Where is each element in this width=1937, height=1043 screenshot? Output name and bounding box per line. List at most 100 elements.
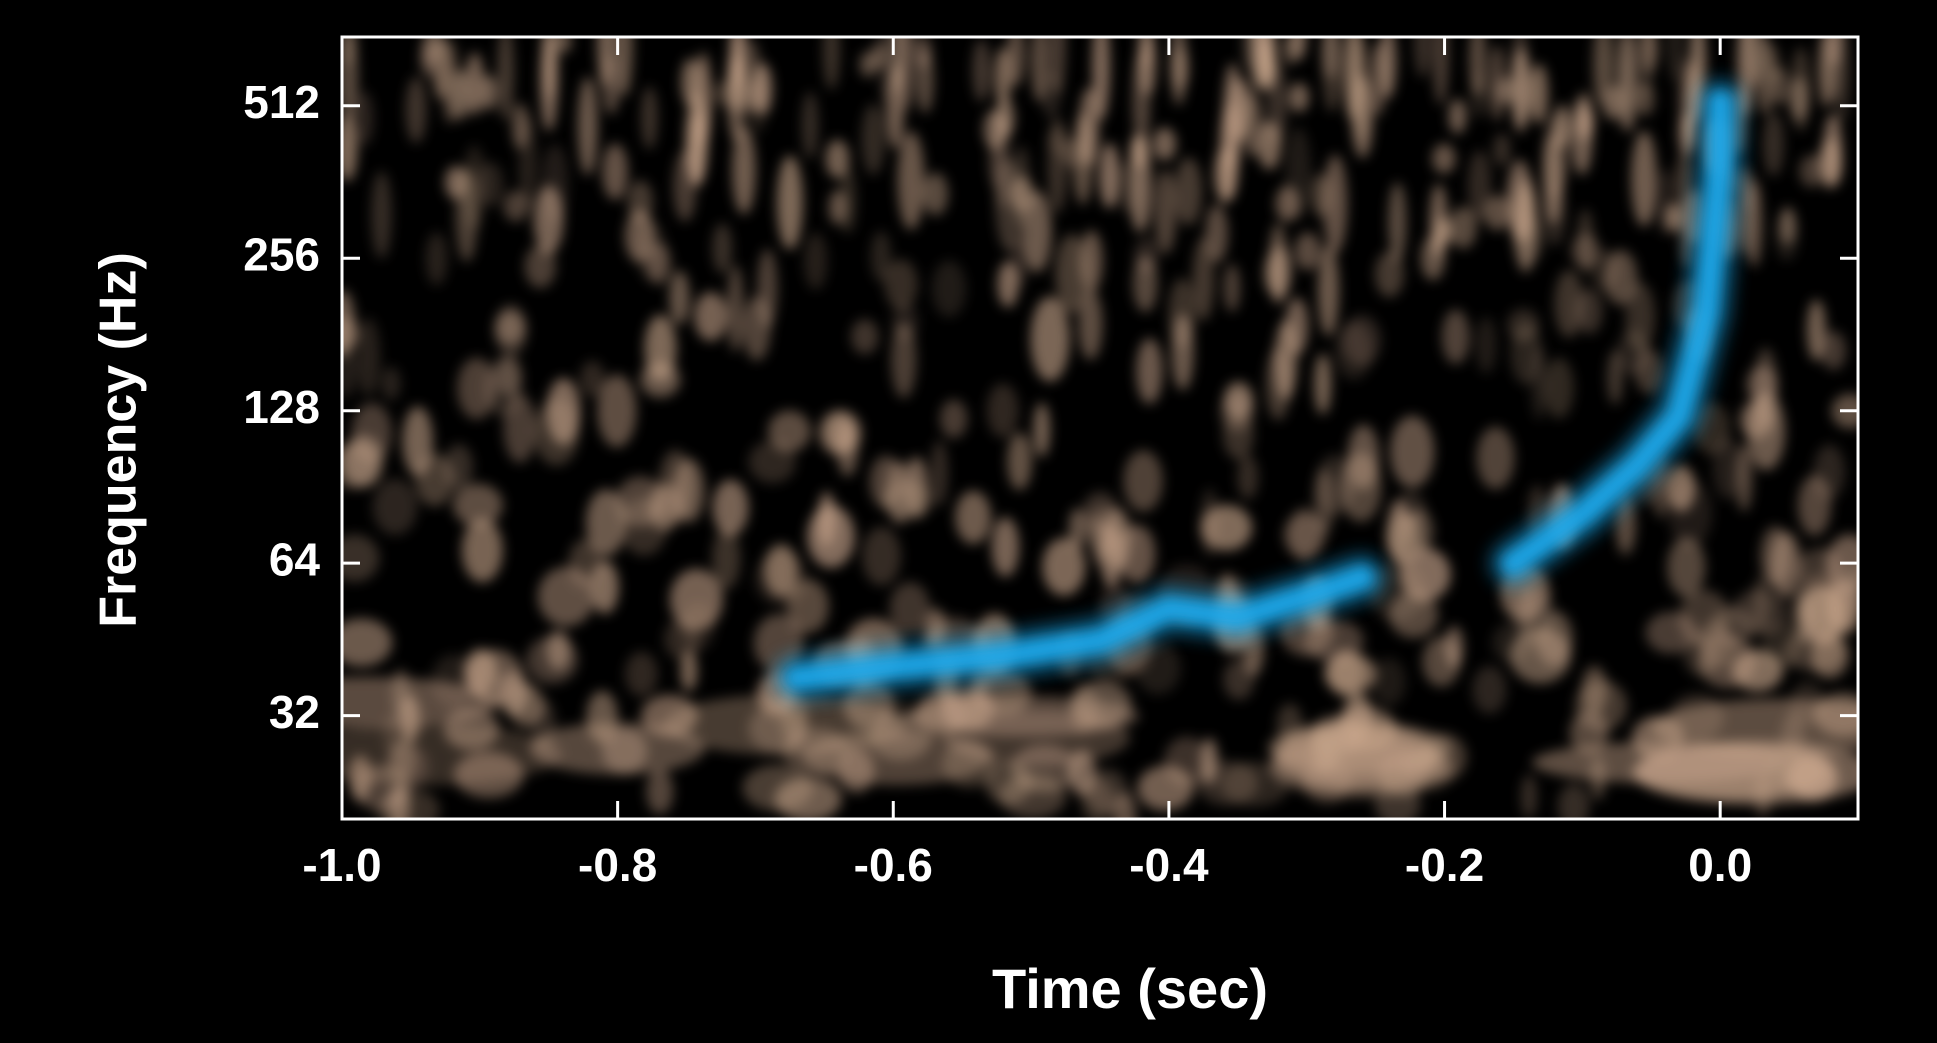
noise-blob: [646, 768, 674, 815]
noise-blob: [1092, 37, 1110, 121]
noise-blob: [1493, 133, 1511, 167]
noise-blob: [461, 518, 503, 583]
noise-blob: [462, 144, 487, 230]
noise-blob: [1520, 774, 1538, 819]
noise-blob: [402, 406, 433, 477]
noise-blob: [1009, 235, 1029, 288]
noise-blob: [1488, 44, 1506, 122]
noise-blob: [579, 360, 605, 398]
noise-blob: [1449, 206, 1477, 249]
noise-blob: [1390, 415, 1435, 488]
noise-blob: [1799, 154, 1824, 188]
noise-blob: [1281, 37, 1299, 65]
noise-blob: [372, 478, 418, 536]
noise-blob: [1031, 37, 1049, 103]
noise-blob: [777, 155, 803, 250]
noise-blob: [529, 722, 705, 775]
noise-blob: [1222, 411, 1254, 460]
signal-layer: [773, 79, 1744, 701]
noise-blob: [859, 51, 877, 78]
noise-blob: [577, 76, 598, 176]
noise-blob: [1820, 331, 1847, 371]
x-tick-label: -0.4: [1129, 839, 1209, 891]
noise-blob: [669, 270, 690, 325]
plot-frame: [340, 35, 1860, 821]
noise-blob: [1570, 234, 1601, 269]
noise-blob: [994, 47, 1012, 108]
noise-blob: [1268, 735, 1448, 798]
noise-blob: [801, 91, 819, 160]
noise-blob: [818, 409, 862, 456]
noise-blob: [1342, 314, 1382, 367]
noise-blob: [1762, 622, 1804, 669]
noise-blob: [624, 651, 658, 697]
noise-blob: [1712, 437, 1744, 500]
noise-blob: [1318, 245, 1339, 337]
noise-blob: [1739, 400, 1774, 439]
noise-blob: [1625, 282, 1656, 352]
noise-blob: [1667, 537, 1706, 598]
noise-blob: [1078, 288, 1103, 360]
noise-blob: [972, 39, 991, 102]
noise-blob: [518, 115, 537, 209]
noise-blob: [727, 264, 744, 353]
noise-blob: [712, 527, 741, 590]
noise-blob: [441, 40, 460, 125]
noise-blob: [1543, 115, 1568, 197]
noise-blob: [663, 694, 906, 755]
noise-blob: [1634, 348, 1664, 395]
noise-blob: [1192, 237, 1215, 321]
noise-blob: [497, 37, 514, 121]
noise-blob: [931, 260, 967, 318]
noise-blob: [381, 366, 401, 401]
noise-blob: [541, 143, 569, 223]
noise-blob: [425, 232, 448, 286]
noise-blob: [452, 483, 503, 527]
noise-blob: [1049, 37, 1066, 95]
x-tick-label: -1.0: [302, 839, 381, 891]
noise-blob: [861, 103, 885, 176]
noise-blob: [342, 618, 393, 667]
noise-blob: [1315, 454, 1355, 516]
noise-blob: [1274, 320, 1297, 401]
noise-blob: [342, 435, 384, 488]
noise-blob: [986, 383, 1019, 438]
noise-blob: [597, 374, 637, 448]
noise-blob: [1099, 142, 1120, 209]
noise-blob: [774, 777, 842, 819]
noise-blob: [1414, 37, 1431, 78]
noise-blob: [1746, 37, 1764, 86]
noise-blob: [342, 534, 380, 582]
noise-blob: [1554, 269, 1584, 338]
noise-blob: [1507, 308, 1540, 342]
noise-blob: [1645, 611, 1697, 654]
noise-blob: [1470, 71, 1488, 119]
noise-blob: [906, 695, 1140, 737]
noise-blob: [1388, 182, 1407, 262]
noise-blob: [465, 52, 485, 116]
noise-blob: [1033, 402, 1050, 458]
noise-blob: [1592, 37, 1610, 106]
noise-blob: [1806, 299, 1826, 361]
noise-blob: [1068, 508, 1086, 550]
noise-blob: [939, 399, 968, 439]
noise-blob: [851, 319, 879, 355]
noise-blob: [356, 317, 381, 397]
noise-blob: [1371, 657, 1406, 707]
noise-blob: [1224, 381, 1253, 419]
y-tick-label: 512: [243, 76, 320, 128]
noise-blob: [1138, 37, 1157, 96]
noise-blob: [1171, 313, 1194, 391]
noise-blob: [1289, 82, 1309, 113]
noise-blob: [694, 291, 728, 342]
noise-blob: [669, 568, 724, 631]
noise-blob: [1817, 37, 1835, 108]
noise-blob: [1294, 232, 1321, 271]
noise-blob: [480, 74, 498, 111]
x-tick-label: -0.2: [1405, 839, 1484, 891]
noise-blob: [889, 582, 930, 635]
noise-blob: [742, 40, 762, 116]
noise-blob: [1631, 130, 1657, 227]
noise-blob: [1164, 736, 1210, 786]
noise-blob: [1007, 432, 1032, 491]
